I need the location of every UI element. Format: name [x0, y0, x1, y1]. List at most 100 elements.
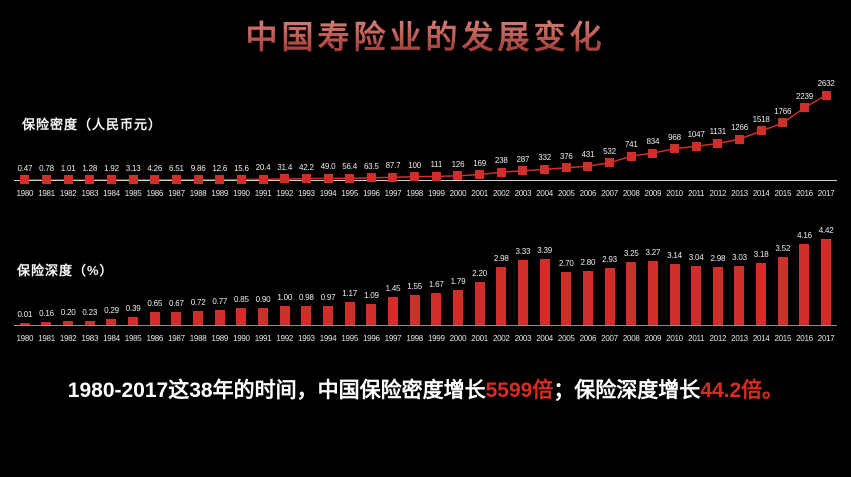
- summary-text: 1980-2017这38年的时间，中国保险密度增长5599倍；保险深度增长44.…: [0, 374, 851, 404]
- data-point-marker: [431, 171, 441, 181]
- year-label: 1984: [103, 334, 120, 343]
- year-label: 1993: [298, 334, 315, 343]
- data-point-marker: [756, 126, 766, 136]
- year-label: 1992: [276, 189, 294, 198]
- data-bar: [452, 290, 463, 325]
- value-label: 0.98: [298, 292, 314, 302]
- value-label: 0.90: [255, 294, 271, 304]
- data-bar: [258, 307, 269, 325]
- data-bar: [647, 261, 658, 325]
- depth-columns: 0.01 1980 0.16 1981 0.20 1982 0.23 1983 0.29 1984…: [14, 226, 837, 344]
- chart-column: 376 2005: [555, 68, 577, 198]
- summary-segment: 1980-2017这38年的时间，中国保险密度增长: [67, 379, 486, 402]
- density-columns: 0.47 1980 0.78 1981 1.01 1982 1.28 1983 1.92 1984…: [14, 68, 837, 198]
- data-bar: [821, 239, 832, 325]
- data-bar: [323, 306, 334, 325]
- chart-column: 0.97 1994: [317, 238, 339, 343]
- data-point-marker: [778, 118, 788, 128]
- chart-column: 0.65 1986: [144, 238, 166, 343]
- year-label: 2006: [579, 334, 597, 343]
- data-bar: [19, 322, 30, 325]
- chart-column: 0.85 1990: [231, 238, 253, 343]
- year-label: 2004: [536, 334, 553, 343]
- value-label: 2.70: [558, 259, 574, 269]
- data-point-marker: [734, 134, 744, 144]
- value-label: 15.6: [234, 163, 249, 173]
- year-label: 1983: [81, 334, 99, 343]
- chart-column: 1.55 1998: [404, 238, 426, 343]
- chart-column: 0.98 1993: [296, 238, 318, 343]
- value-label: 1518: [752, 114, 770, 124]
- year-label: 1981: [38, 189, 55, 198]
- value-label: 0.23: [82, 307, 98, 317]
- value-label: 3.25: [623, 248, 639, 258]
- year-label: 2014: [752, 189, 770, 198]
- year-label: 2008: [622, 189, 640, 198]
- value-label: 3.14: [667, 250, 682, 260]
- value-label: 4.42: [818, 226, 834, 235]
- data-point-marker: [475, 170, 485, 180]
- year-label: 1991: [254, 334, 272, 343]
- year-label: 2010: [666, 334, 683, 343]
- value-label: 0.39: [125, 304, 141, 314]
- year-label: 2000: [449, 189, 467, 198]
- data-point-marker: [236, 174, 246, 184]
- value-label: 2.80: [580, 257, 596, 267]
- data-bar: [301, 305, 312, 325]
- year-label: 2003: [514, 334, 532, 343]
- data-bar: [387, 296, 398, 325]
- chart-column: 0.77 1989: [209, 238, 231, 343]
- value-label: 1766: [774, 106, 792, 116]
- chart-column: 1.00 1992: [274, 238, 296, 343]
- chart-column: 3.14 2010: [664, 238, 686, 343]
- value-label: 42.2: [298, 162, 314, 172]
- chart-column: 56.4 1995: [339, 68, 361, 198]
- data-bar: [691, 265, 702, 325]
- chart-column: 0.67 1987: [166, 238, 188, 343]
- data-point-marker: [540, 164, 550, 174]
- data-point-marker: [20, 175, 30, 185]
- data-bar: [777, 256, 788, 325]
- year-label: 2004: [536, 189, 553, 198]
- year-label: 1988: [189, 189, 207, 198]
- year-label: 2017: [817, 334, 835, 343]
- chart-column: 1766 2015: [772, 68, 794, 198]
- year-label: 2010: [666, 189, 683, 198]
- year-label: 2011: [688, 189, 705, 198]
- chart-column: 0.90 1991: [252, 238, 274, 344]
- chart-column: 287 2003: [512, 68, 534, 198]
- data-point-marker: [215, 175, 225, 185]
- data-point-marker: [150, 175, 160, 185]
- chart-column: 111 1999: [425, 68, 447, 198]
- data-bar: [431, 292, 442, 325]
- value-label: 3.33: [515, 247, 531, 257]
- year-label: 1987: [168, 189, 185, 198]
- data-bar: [604, 268, 615, 325]
- chart-column: 1.01 1982: [57, 68, 79, 198]
- data-bar: [128, 317, 139, 325]
- year-label: 2008: [622, 334, 640, 343]
- year-label: 1997: [384, 189, 402, 198]
- value-label: 2.93: [602, 255, 617, 264]
- value-label: 31.4: [277, 163, 293, 172]
- chart-column: 3.39 2004: [534, 238, 556, 343]
- chart-column: 2.93 2007: [599, 238, 621, 343]
- year-label: 2006: [579, 189, 597, 198]
- value-label: 0.29: [104, 306, 119, 316]
- year-label: 1994: [319, 334, 337, 343]
- year-label: 2001: [471, 189, 488, 198]
- value-label: 49.0: [320, 162, 336, 172]
- chart-column: 12.6 1989: [209, 68, 231, 198]
- chart-column: 834 2009: [642, 68, 664, 198]
- year-label: 1991: [254, 189, 272, 198]
- year-label: 2005: [557, 189, 575, 198]
- data-bar: [193, 311, 204, 325]
- chart-column: 1518 2014: [750, 68, 772, 198]
- year-label: 1990: [233, 189, 250, 198]
- data-point-marker: [799, 103, 809, 113]
- chart-column: 6.51 1987: [166, 68, 188, 198]
- data-point-marker: [41, 175, 51, 185]
- year-label: 1996: [363, 189, 380, 198]
- value-label: 0.72: [190, 298, 206, 307]
